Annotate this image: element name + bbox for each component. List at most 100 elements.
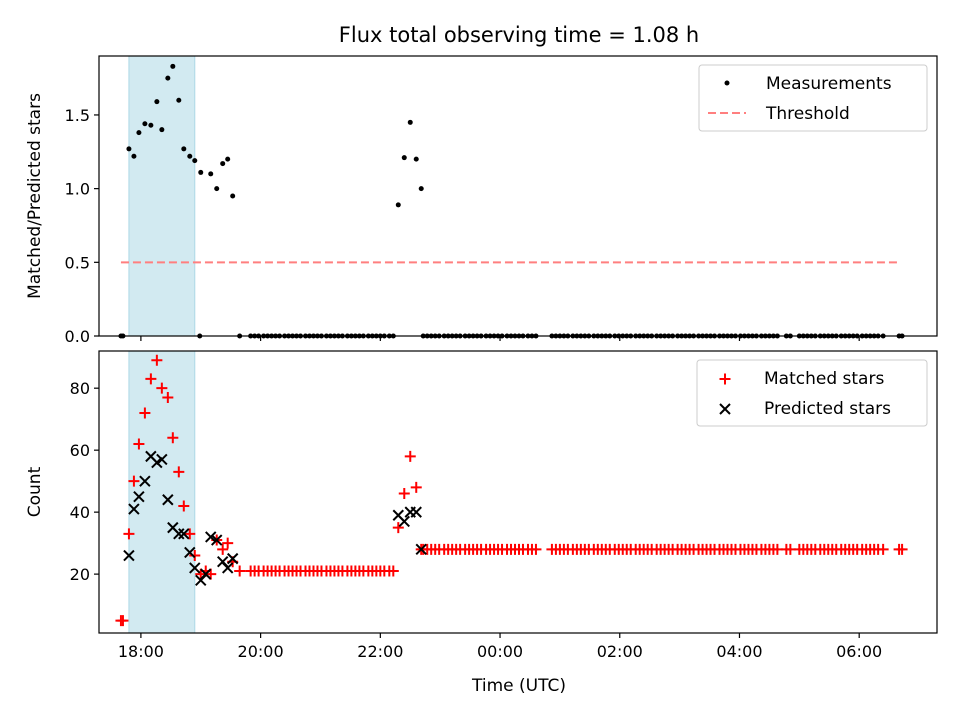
matched-stars-point	[392, 522, 404, 534]
highlight-span	[128, 55, 196, 337]
axes-frame	[98, 55, 938, 337]
matched-stars-point	[222, 537, 234, 549]
measurement-point	[159, 127, 165, 133]
measurement-point	[142, 121, 148, 127]
legend: Matched stars Predicted stars	[696, 359, 928, 427]
measurement-point	[148, 122, 154, 128]
matched-stars-point	[877, 543, 889, 555]
predicted-stars-point	[156, 453, 168, 466]
y-tick-label: 1.5	[65, 106, 90, 125]
y-tick-label: 80	[70, 379, 90, 398]
predicted-stars-point	[200, 568, 212, 580]
legend-box	[698, 64, 928, 132]
matched-stars-point	[398, 488, 410, 500]
measurement-point	[214, 186, 220, 192]
matched-stars-point	[404, 450, 416, 462]
predicted-stars-point	[178, 528, 190, 540]
matched-stars-point	[128, 475, 140, 487]
predicted-stars-point	[133, 490, 145, 503]
matched-stars-point	[896, 543, 908, 555]
matched-stars-point	[117, 615, 129, 627]
matched-stars-point	[189, 550, 201, 562]
x-tick-label: 20:00	[238, 642, 284, 661]
matched-stars-point	[234, 565, 246, 577]
matched-stars-point	[139, 407, 151, 419]
measurement-point	[154, 99, 160, 105]
predicted-stars-point	[151, 456, 163, 469]
matched-stars-point	[167, 432, 179, 444]
predicted-stars-point	[123, 549, 135, 562]
matched-stars-point	[162, 391, 174, 403]
matched-stars-point	[217, 543, 229, 555]
matched-stars-point	[173, 466, 185, 478]
legend-label: Predicted stars	[764, 399, 891, 419]
predicted-stars-point	[184, 546, 196, 559]
ratio-panel: 0.0 0.5 1.0 1.5 Matched/Predicted stars Measu…	[25, 55, 938, 346]
legend-measurement-swatch	[724, 80, 730, 86]
measurement-point	[220, 161, 226, 167]
measurement-point	[418, 186, 424, 192]
predicted-stars-point	[173, 528, 185, 540]
measurement-point	[208, 171, 214, 177]
legend-label: Threshold	[765, 104, 850, 124]
matched-stars-point	[178, 500, 190, 512]
legend: Measurements Threshold	[698, 64, 928, 132]
x-tick-label: 04:00	[716, 642, 762, 661]
matched-stars-point	[410, 481, 422, 493]
measurement-point	[170, 63, 176, 69]
measurement-point	[165, 75, 171, 81]
axes-frame	[98, 350, 938, 634]
measurement-point	[131, 153, 137, 159]
matched-stars-point	[123, 528, 135, 540]
measurement-point	[187, 153, 193, 159]
predicted-stars-point	[398, 515, 410, 528]
figure-title: Flux total observing time = 1.08 h	[339, 23, 699, 47]
matched-stars-point	[151, 354, 163, 366]
measurement-point	[176, 97, 182, 103]
y-tick-label: 1.0	[65, 180, 90, 199]
measurement-point	[230, 193, 236, 199]
predicted-stars-point	[139, 475, 151, 487]
y-tick-label: 40	[70, 503, 90, 522]
count-panel: 18:00 20:00 22:00 00:00 02:00 04:00 06:00 20 40 6…	[25, 350, 938, 661]
measurement-point	[413, 156, 419, 162]
series-matched-stars	[115, 354, 908, 627]
measurement-point	[126, 146, 132, 152]
y-tick-label: 0.0	[65, 327, 90, 346]
y-tick-label: 0.5	[65, 253, 90, 272]
legend-predicted-swatch	[719, 403, 731, 415]
measurement-point	[136, 130, 142, 136]
y-axis-label: Matched/Predicted stars	[25, 93, 45, 299]
matched-stars-point	[387, 565, 399, 577]
measurement-point	[198, 169, 204, 175]
predicted-stars-point	[415, 543, 427, 556]
predicted-stars-point	[162, 494, 174, 506]
predicted-stars-point	[189, 562, 201, 574]
measurement-point	[395, 202, 401, 208]
measurement-point	[225, 156, 231, 162]
predicted-stars-point	[205, 531, 217, 543]
matched-stars-point	[133, 438, 145, 450]
y-tick-label: 60	[70, 441, 90, 460]
matched-stars-point	[145, 373, 157, 385]
x-tick-label: 22:00	[357, 642, 403, 661]
x-tick-label: 00:00	[477, 642, 523, 661]
legend-label: Matched stars	[764, 369, 884, 389]
measurement-point	[407, 119, 413, 125]
matched-stars-point	[530, 543, 542, 555]
series-predicted-stars	[123, 450, 427, 587]
measurement-point	[181, 146, 187, 152]
predicted-stars-point	[410, 506, 422, 518]
x-axis-label: Time (UTC)	[471, 676, 566, 696]
matched-stars-point	[156, 382, 168, 394]
predicted-stars-point	[226, 552, 239, 565]
matched-stars-point	[184, 528, 196, 540]
x-tick-label: 18:00	[118, 642, 164, 661]
y-axis-label: Count	[25, 466, 45, 517]
predicted-stars-point	[211, 534, 223, 546]
legend-label: Measurements	[766, 74, 892, 94]
highlight-span	[128, 350, 196, 634]
legend-box	[696, 359, 928, 427]
legend-matched-swatch	[719, 373, 731, 385]
